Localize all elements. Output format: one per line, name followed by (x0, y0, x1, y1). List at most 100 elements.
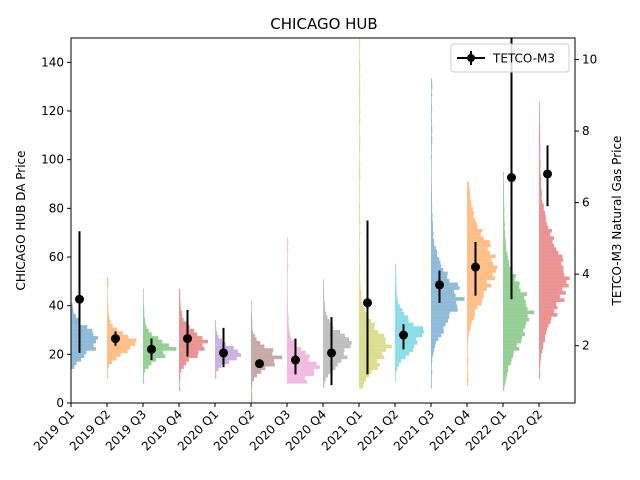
histogram-bin (503, 211, 505, 216)
histogram-bin (359, 140, 361, 144)
histogram-bin (143, 376, 144, 380)
histogram-2020-q3 (287, 237, 320, 384)
histogram-bin (287, 339, 295, 344)
histogram-bin (107, 287, 108, 292)
histogram-bin (359, 45, 360, 49)
histogram-bin (107, 367, 109, 372)
histogram-bin (431, 154, 433, 159)
left-y-tick-label: 0 (56, 396, 64, 410)
histogram-2020-q4 (323, 278, 352, 389)
histogram-bin (359, 278, 361, 283)
histogram-bin (539, 338, 546, 343)
histogram-bin (215, 338, 223, 343)
histogram-bin (539, 250, 559, 255)
histogram-bin (251, 373, 257, 378)
histogram-bin (539, 269, 564, 273)
histogram-bin (107, 371, 108, 376)
histogram-bin (539, 214, 546, 219)
histogram-bin (323, 311, 327, 316)
histogram-bin (431, 377, 432, 382)
histogram-bin (539, 112, 540, 116)
histogram-2021-q3 (431, 78, 465, 389)
histogram-bin (287, 310, 289, 315)
histogram-bin (539, 258, 564, 262)
histogram-bin (359, 231, 361, 236)
histogram-bin (395, 278, 397, 283)
histogram-bin (503, 182, 504, 187)
histogram-bin (359, 384, 364, 389)
histogram-bin (395, 333, 423, 338)
histogram-bin (359, 249, 360, 254)
histogram-bin (251, 399, 253, 403)
histogram-bin (143, 365, 149, 369)
histogram-bin (107, 338, 137, 343)
histogram-bin (431, 103, 432, 108)
histogram-bin (359, 70, 360, 75)
histogram-bin (323, 370, 332, 374)
histogram-bin (431, 224, 434, 228)
histogram-bin (143, 317, 145, 322)
histogram-bin (431, 143, 432, 148)
tetco-errorbar-series (75, 38, 552, 386)
histogram-bin (359, 362, 380, 367)
histogram-bin (539, 152, 541, 157)
histogram-bin (467, 207, 473, 211)
histogram-bin (359, 121, 360, 126)
histogram-bin (251, 392, 253, 396)
histogram-bin (467, 214, 474, 219)
histogram-bin (359, 377, 367, 382)
histogram-bin (287, 372, 315, 377)
histogram-bin (503, 347, 520, 351)
histogram-bin (287, 292, 288, 296)
histogram-bin (143, 339, 163, 344)
histogram-bin (395, 304, 400, 309)
histogram-bin (215, 364, 222, 368)
histogram-bin (359, 213, 361, 217)
histogram-bin (467, 298, 483, 303)
histogram-bin (143, 368, 146, 373)
histogram-bin (359, 162, 361, 166)
histogram-bin (503, 306, 528, 311)
histogram-bin (503, 255, 508, 260)
histogram-bin (359, 118, 361, 122)
histogram-bin (251, 348, 274, 352)
mean-marker-2019-q3 (147, 344, 156, 354)
histogram-bin (143, 306, 145, 311)
histogram-bin (431, 282, 459, 287)
histogram-bin (503, 321, 527, 326)
histogram-bin (179, 306, 181, 311)
histogram-bin (467, 254, 496, 259)
histogram-bin (323, 377, 326, 382)
histogram-bin (431, 333, 442, 338)
histogram-bin (467, 247, 488, 251)
histogram-bin (503, 208, 505, 212)
histogram-bin (503, 252, 508, 256)
histogram-bin (323, 366, 336, 371)
histogram-bin (431, 384, 432, 389)
histogram-bin (323, 340, 352, 345)
histogram-bin (431, 293, 456, 298)
histogram-bin (467, 342, 469, 346)
histogram-bin (287, 270, 288, 275)
histogram-bin (359, 74, 361, 79)
legend-marker-icon (467, 54, 475, 62)
histogram-bin (539, 210, 546, 215)
histogram-bin (251, 344, 265, 349)
histogram-bin (359, 89, 361, 93)
histogram-bin (251, 381, 253, 385)
histogram-bin (143, 343, 170, 348)
histogram-bin (539, 236, 555, 240)
histogram-bin (503, 310, 535, 315)
histogram-bin (359, 209, 360, 214)
histogram-bin (431, 311, 450, 316)
histogram-bin (359, 304, 364, 309)
histogram-bin (539, 141, 541, 146)
histogram-bin (359, 85, 361, 90)
histogram-bin (431, 198, 432, 203)
histogram-bin (467, 269, 497, 273)
histogram-bin (359, 227, 360, 232)
histogram-bin (359, 125, 360, 130)
histogram-2021-q1 (359, 38, 392, 389)
histogram-bin (503, 376, 507, 380)
